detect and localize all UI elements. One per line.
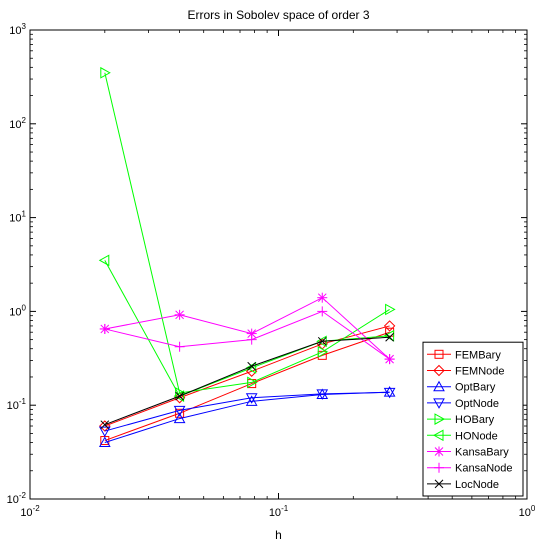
legend-marker bbox=[434, 349, 444, 359]
series-kansabary bbox=[99, 292, 395, 365]
legend-marker bbox=[434, 462, 444, 473]
data-point-honode bbox=[98, 254, 110, 267]
legend-item-optbary: OptBary bbox=[427, 380, 496, 394]
data-point-optbary bbox=[245, 395, 258, 406]
series-hobary bbox=[100, 66, 396, 399]
y-tick-label: 102 bbox=[9, 116, 26, 131]
data-point-hobary bbox=[100, 66, 111, 79]
data-point-optnode bbox=[383, 387, 396, 399]
y-tick-label: 100 bbox=[9, 303, 26, 318]
legend-marker bbox=[433, 364, 445, 377]
legend-marker bbox=[434, 446, 444, 457]
legend-item-kansanode: KansaNode bbox=[427, 462, 513, 475]
data-point-locnode bbox=[175, 391, 184, 401]
chart-title: Errors in Sobolev space of order 3 bbox=[187, 8, 369, 22]
legend-label: LocNode bbox=[455, 479, 499, 491]
x-tick-label: 10-1 bbox=[269, 504, 289, 519]
series-optnode bbox=[98, 387, 396, 438]
series-line-hobary bbox=[104, 72, 390, 394]
legend-marker bbox=[434, 413, 446, 425]
data-point-kansabary bbox=[246, 328, 257, 339]
legend-marker bbox=[432, 429, 444, 442]
data-point-optnode bbox=[316, 389, 329, 400]
legend-label: KansaNode bbox=[455, 463, 513, 475]
legend-item-locnode: LocNode bbox=[427, 479, 499, 491]
series-line-kansanode bbox=[104, 310, 390, 360]
data-point-locnode bbox=[100, 420, 110, 430]
legend-label: OptNode bbox=[455, 398, 499, 410]
plot-area: 10-2 10-1 100 10-2 10-1 100 101 102 103 bbox=[7, 22, 536, 519]
y-tick-label: 10-1 bbox=[7, 397, 27, 412]
series-optbary bbox=[98, 386, 396, 448]
data-point-hobary bbox=[317, 346, 329, 358]
series-line-optbary bbox=[104, 391, 390, 444]
series-kansanode bbox=[99, 306, 395, 365]
data-point-optbary bbox=[383, 386, 396, 397]
data-point-hobary bbox=[385, 303, 396, 316]
x-tick-label: 100 bbox=[519, 504, 536, 519]
legend-item-fembary: FEMBary bbox=[427, 349, 501, 361]
legend-marker bbox=[433, 380, 445, 392]
legend-label: FEMBary bbox=[455, 349, 501, 361]
y-tick-label: 10-2 bbox=[7, 491, 27, 506]
legend-item-honode: HONode bbox=[427, 429, 498, 442]
series-line-fembary bbox=[104, 331, 390, 442]
legend-label: FEMNode bbox=[455, 366, 505, 378]
series-locnode bbox=[100, 332, 394, 430]
legend-item-optnode: OptNode bbox=[427, 398, 499, 410]
legend-label: KansaBary bbox=[455, 447, 509, 459]
data-point-femnode bbox=[173, 392, 186, 404]
data-point-honode bbox=[173, 390, 185, 402]
x-tick-label: 10-2 bbox=[20, 504, 40, 519]
x-axis-label: h bbox=[275, 528, 282, 542]
data-point-kansanode bbox=[99, 323, 110, 334]
legend-label: HOBary bbox=[455, 414, 495, 426]
legend-item-kansabary: KansaBary bbox=[427, 446, 509, 459]
series-line-optnode bbox=[104, 391, 390, 432]
legend-label: HONode bbox=[455, 430, 498, 442]
data-point-optbary bbox=[173, 412, 186, 424]
legend-label: OptBary bbox=[455, 382, 496, 394]
y-tick-label: 101 bbox=[9, 210, 26, 225]
data-point-kansanode bbox=[174, 341, 185, 352]
data-point-locnode bbox=[317, 336, 327, 346]
data-point-optbary bbox=[98, 436, 111, 448]
data-point-optnode bbox=[245, 393, 258, 404]
legend-marker bbox=[434, 479, 444, 489]
legend-item-femnode: FEMNode bbox=[427, 364, 505, 378]
data-point-locnode bbox=[385, 332, 394, 342]
series-honode bbox=[98, 254, 395, 402]
data-point-kansanode bbox=[317, 306, 328, 317]
data-point-fembary bbox=[175, 408, 185, 418]
legend-marker bbox=[433, 398, 445, 409]
legend: FEMBary FEMNode OptBary OptNode HOBary HONode… bbox=[422, 341, 524, 497]
data-point-femnode bbox=[383, 320, 396, 332]
data-point-optnode bbox=[98, 426, 111, 438]
y-tick-label: 103 bbox=[9, 22, 26, 37]
data-point-kansanode bbox=[246, 334, 257, 345]
legend-item-hobary: HOBary bbox=[427, 413, 495, 426]
data-point-optnode bbox=[173, 405, 186, 417]
series-line-femnode bbox=[104, 325, 390, 427]
series-femnode bbox=[99, 320, 396, 432]
series-line-honode bbox=[104, 260, 390, 397]
data-point-locnode bbox=[247, 361, 257, 371]
data-point-kansanode bbox=[384, 354, 395, 365]
data-point-hobary bbox=[247, 376, 258, 389]
data-point-kansabary bbox=[174, 309, 185, 320]
data-point-kansabary bbox=[317, 292, 328, 303]
